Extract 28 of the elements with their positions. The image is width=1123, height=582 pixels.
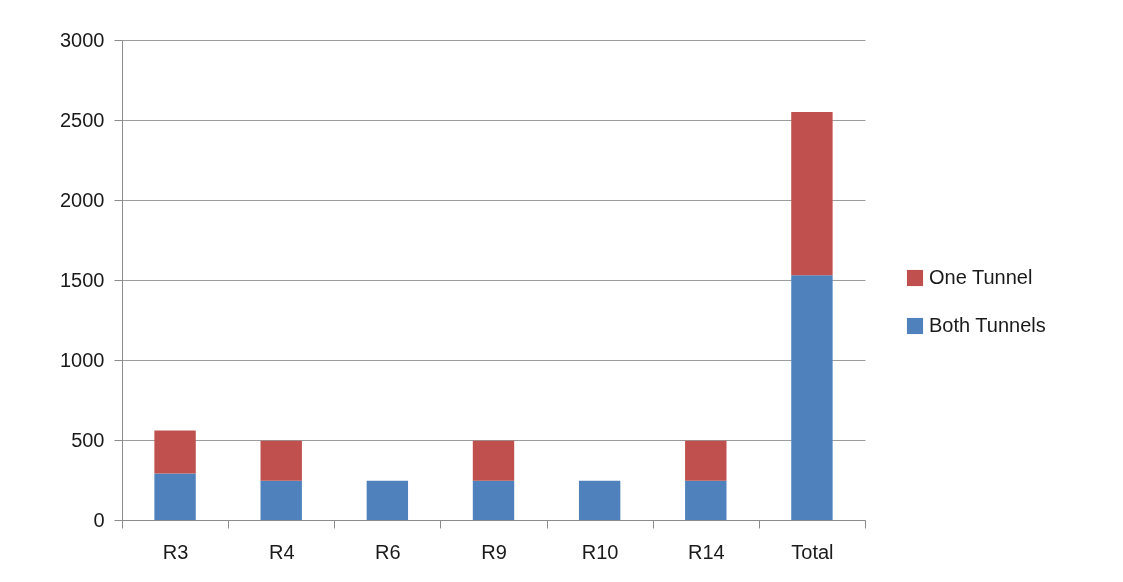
y-tick-label: 3000	[60, 28, 105, 51]
x-tick-label: R9	[481, 540, 507, 563]
bar	[472, 440, 515, 481]
bar	[260, 440, 302, 481]
y-tick-label: 1500	[60, 268, 105, 291]
bar	[260, 480, 302, 520]
bar	[366, 480, 409, 520]
bar	[685, 440, 727, 481]
x-tick-label: R14	[687, 540, 725, 563]
y-tick-label: 2500	[60, 108, 105, 131]
legend-label: One Tunnel	[929, 266, 1033, 288]
bar	[685, 480, 727, 520]
bar	[791, 275, 833, 520]
y-tick-label: 2000	[60, 188, 105, 211]
x-tick-label: R4	[268, 540, 295, 563]
bar	[472, 480, 515, 520]
y-tick-label: 0	[93, 508, 105, 531]
bar	[154, 473, 196, 520]
bar	[578, 480, 621, 520]
x-tick-label: R3	[162, 540, 189, 563]
y-tick-label: 500	[71, 428, 105, 451]
y-tick-label: 1000	[60, 348, 105, 371]
x-tick-label: R6	[375, 540, 401, 563]
x-tick-label: Total	[791, 540, 834, 563]
x-tick-label: R10	[581, 540, 619, 563]
bar	[791, 112, 833, 276]
legend-label: Both Tunnels	[929, 314, 1046, 336]
bar	[154, 430, 196, 474]
